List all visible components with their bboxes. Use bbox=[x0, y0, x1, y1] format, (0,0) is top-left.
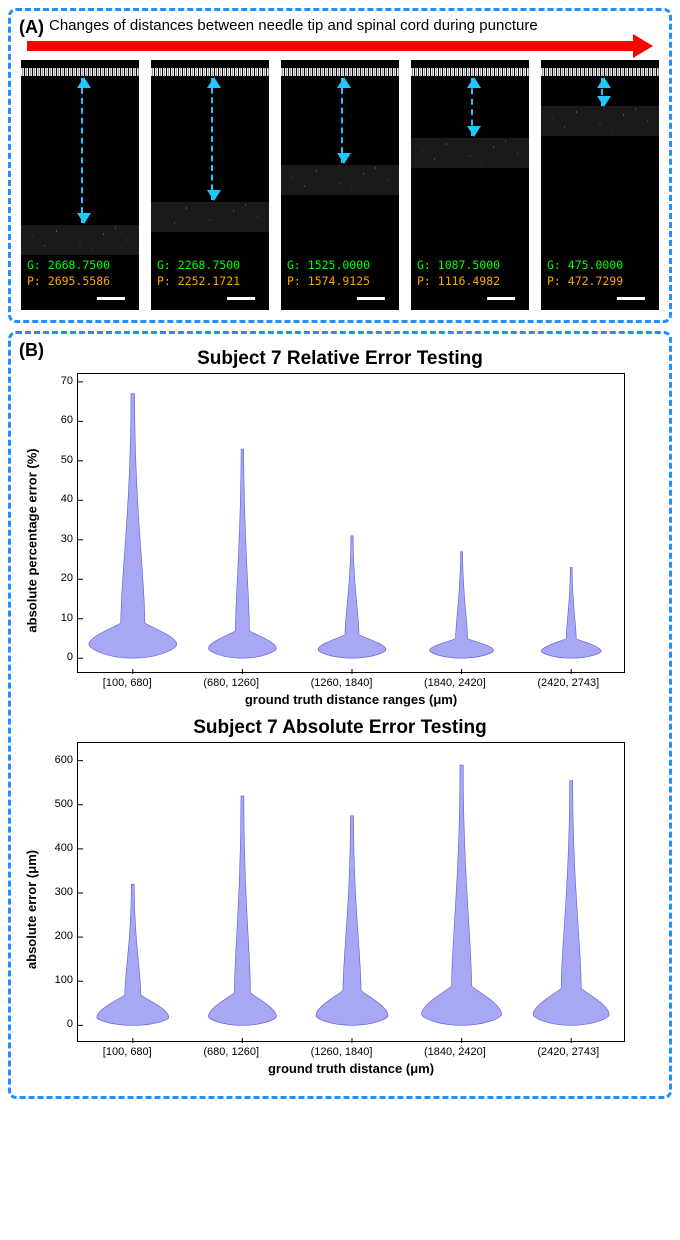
prediction-label: P: 1574.9125 bbox=[287, 274, 370, 288]
panel-a-label: (A) bbox=[19, 17, 44, 38]
ultrasound-image: G: 2268.7500 P: 2252.1721 bbox=[151, 60, 269, 310]
y-tick: 70 bbox=[61, 375, 73, 387]
frame: G: 1525.0000 P: 1574.9125 bbox=[281, 60, 399, 310]
distance-arrow-icon bbox=[471, 78, 473, 136]
y-tick: 10 bbox=[61, 612, 73, 624]
prediction-label: P: 2252.1721 bbox=[157, 274, 240, 288]
violin bbox=[208, 796, 276, 1025]
ultrasound-image: G: 1525.0000 P: 1574.9125 bbox=[281, 60, 399, 310]
x-tick: (2420, 2743] bbox=[537, 1046, 599, 1058]
violin bbox=[89, 394, 177, 658]
y-axis-label: absolute error (μm) bbox=[25, 849, 40, 968]
distance-arrow-icon bbox=[81, 78, 83, 223]
violin bbox=[316, 816, 388, 1026]
scalebar bbox=[227, 297, 255, 300]
progress-arrow-icon bbox=[27, 38, 653, 54]
x-tick: (1260, 1840] bbox=[311, 1046, 373, 1058]
y-tick: 500 bbox=[55, 798, 73, 810]
frame: G: 1087.5000 P: 1116.4982 bbox=[411, 60, 529, 310]
panel-a-title: Changes of distances between needle tip … bbox=[49, 17, 659, 34]
scalebar bbox=[357, 297, 385, 300]
frame: G: 475.0000 P: 472.7299 bbox=[541, 60, 659, 310]
plot-area bbox=[77, 373, 625, 673]
violin bbox=[318, 536, 386, 658]
panel-a: (A) Changes of distances between needle … bbox=[8, 8, 672, 323]
prediction-label: P: 2695.5586 bbox=[27, 274, 110, 288]
chart-block: Subject 7 Absolute Error Testing absolute… bbox=[21, 717, 659, 1076]
x-tick: [100, 680] bbox=[103, 1046, 152, 1058]
chart-block: Subject 7 Relative Error Testing absolute… bbox=[21, 348, 659, 707]
charts-container: Subject 7 Relative Error Testing absolute… bbox=[21, 348, 659, 1076]
panel-b: (B) Subject 7 Relative Error Testing abso… bbox=[8, 331, 672, 1099]
x-tick: (1840, 2420] bbox=[424, 677, 486, 689]
x-tick: (2420, 2743] bbox=[537, 677, 599, 689]
y-tick: 200 bbox=[55, 930, 73, 942]
frame: G: 2268.7500 P: 2252.1721 bbox=[151, 60, 269, 310]
y-tick: 0 bbox=[67, 1018, 73, 1030]
y-tick: 20 bbox=[61, 572, 73, 584]
ultrasound-image: G: 2668.7500 P: 2695.5586 bbox=[21, 60, 139, 310]
violin bbox=[208, 449, 276, 658]
x-axis-label: ground truth distance (μm) bbox=[77, 1061, 625, 1076]
plot-area bbox=[77, 742, 625, 1042]
frames-row: G: 2668.7500 P: 2695.5586 G: 2268.7500 P: 2… bbox=[21, 60, 659, 310]
y-tick: 40 bbox=[61, 493, 73, 505]
y-tick: 60 bbox=[61, 414, 73, 426]
frame: G: 2668.7500 P: 2695.5586 bbox=[21, 60, 139, 310]
y-tick: 30 bbox=[61, 533, 73, 545]
violin bbox=[533, 781, 609, 1026]
y-tick: 50 bbox=[61, 454, 73, 466]
distance-arrow-icon bbox=[601, 78, 603, 106]
ground-truth-label: G: 2268.7500 bbox=[157, 258, 240, 272]
scalebar bbox=[487, 297, 515, 300]
prediction-label: P: 472.7299 bbox=[547, 274, 623, 288]
prediction-label: P: 1116.4982 bbox=[417, 274, 500, 288]
x-tick: (1840, 2420] bbox=[424, 1046, 486, 1058]
x-tick: [100, 680] bbox=[103, 677, 152, 689]
y-tick: 300 bbox=[55, 886, 73, 898]
ultrasound-image: G: 1087.5000 P: 1116.4982 bbox=[411, 60, 529, 310]
scalebar bbox=[617, 297, 645, 300]
chart-title: Subject 7 Absolute Error Testing bbox=[21, 717, 659, 739]
ground-truth-label: G: 1087.5000 bbox=[417, 258, 500, 272]
ground-truth-label: G: 1525.0000 bbox=[287, 258, 370, 272]
x-tick: (680, 1260] bbox=[203, 1046, 259, 1058]
chart-title: Subject 7 Relative Error Testing bbox=[21, 348, 659, 370]
scalebar bbox=[97, 297, 125, 300]
panel-b-label: (B) bbox=[19, 340, 44, 361]
y-tick: 100 bbox=[55, 974, 73, 986]
x-tick: (1260, 1840] bbox=[311, 677, 373, 689]
violin bbox=[422, 765, 502, 1025]
ultrasound-image: G: 475.0000 P: 472.7299 bbox=[541, 60, 659, 310]
violin bbox=[430, 552, 494, 659]
y-axis-label: absolute percentage error (%) bbox=[25, 448, 40, 632]
y-tick: 0 bbox=[67, 651, 73, 663]
y-tick: 400 bbox=[55, 842, 73, 854]
distance-arrow-icon bbox=[341, 78, 343, 163]
distance-arrow-icon bbox=[211, 78, 213, 200]
ground-truth-label: G: 2668.7500 bbox=[27, 258, 110, 272]
ground-truth-label: G: 475.0000 bbox=[547, 258, 623, 272]
violin bbox=[541, 567, 601, 658]
y-tick: 600 bbox=[55, 754, 73, 766]
x-tick: (680, 1260] bbox=[203, 677, 259, 689]
x-axis-label: ground truth distance ranges (μm) bbox=[77, 692, 625, 707]
violin bbox=[97, 884, 169, 1025]
